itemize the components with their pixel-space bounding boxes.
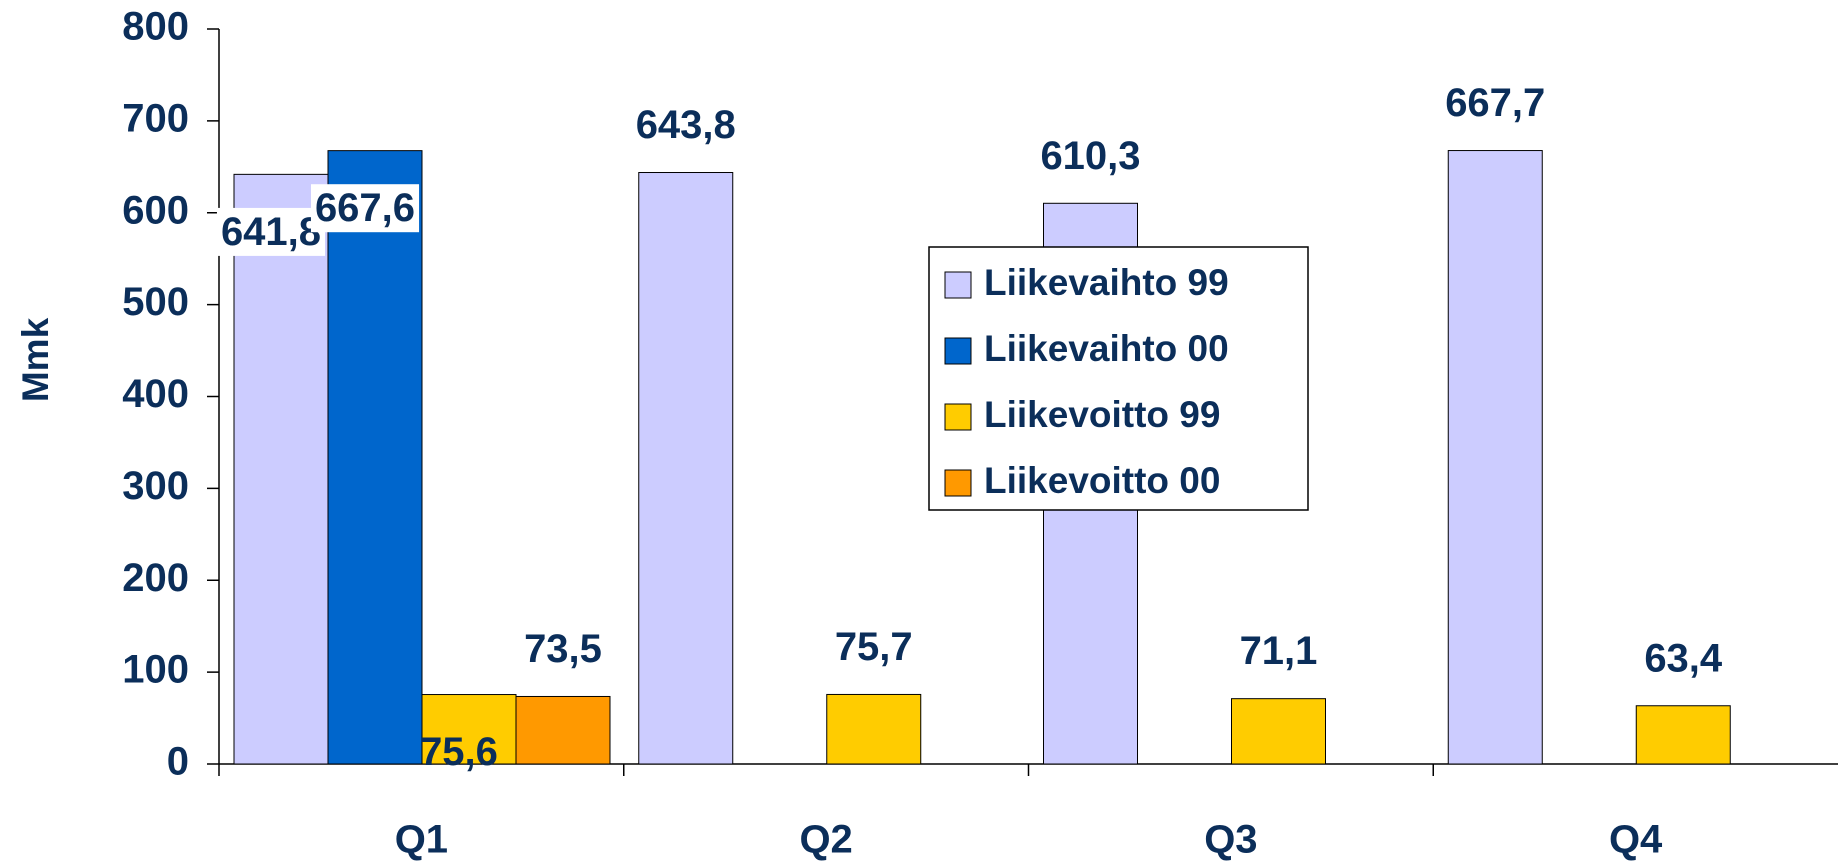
bar [638,172,734,765]
y-tick-label: 600 [122,188,189,232]
value-label: 641,8 [221,210,321,254]
y-tick-label: 400 [122,372,189,416]
value-label: 75,6 [420,730,498,774]
y-tick-label: 700 [122,96,189,140]
y-tick-label: 200 [122,556,189,600]
legend-box [928,246,1309,511]
y-tick-label: 100 [122,648,189,692]
y-axis-label: Mmk [15,317,56,402]
value-label: 63,4 [1644,636,1723,680]
y-tick-label: 0 [167,740,189,784]
value-label: 75,7 [835,625,913,669]
value-label: 667,7 [1445,81,1545,125]
legend-swatch [944,337,972,365]
x-tick-label: Q2 [799,818,852,862]
x-tick-label: Q1 [395,818,448,862]
x-tick-label: Q4 [1609,818,1663,862]
value-label: 73,5 [524,627,602,671]
y-tick-label: 300 [122,464,189,508]
value-label: 667,6 [315,186,415,230]
bar [233,173,329,765]
bar [826,693,922,765]
bar [1447,150,1543,765]
legend-label: Liikevoitto 00 [984,460,1220,501]
y-tick-label: 800 [122,5,189,49]
value-label: 71,1 [1240,629,1318,673]
bar [327,150,423,765]
bar [1231,698,1326,765]
value-label: 610,3 [1040,134,1140,178]
y-tick-label: 500 [122,280,189,324]
legend-swatch [944,469,972,497]
legend-swatch [944,271,972,299]
legend-swatch [944,403,972,431]
x-tick-label: Q3 [1204,818,1257,862]
legend-label: Liikevoitto 99 [984,394,1220,435]
value-label: 643,8 [636,103,736,147]
value-label-bg [310,184,420,233]
bar [515,695,611,765]
legend-label: Liikevaihto 00 [984,328,1229,369]
value-label-bg [216,207,326,256]
bar [1635,705,1731,765]
legend-label: Liikevaihto 99 [984,262,1229,303]
